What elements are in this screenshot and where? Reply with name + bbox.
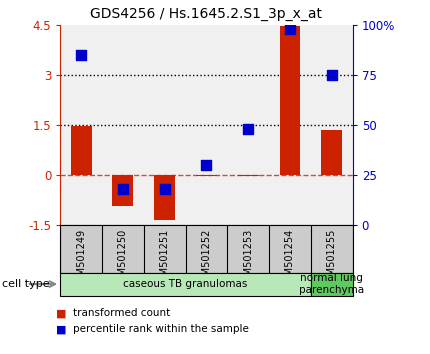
Point xyxy=(328,72,335,78)
Point xyxy=(245,126,252,132)
Bar xyxy=(154,175,175,220)
Bar xyxy=(112,175,133,206)
Point xyxy=(78,52,85,58)
Text: GSM501251: GSM501251 xyxy=(160,229,169,288)
Text: caseous TB granulomas: caseous TB granulomas xyxy=(123,279,248,289)
Bar xyxy=(321,130,342,175)
Text: GSM501249: GSM501249 xyxy=(76,229,86,288)
Text: normal lung
parenchyma: normal lung parenchyma xyxy=(299,273,364,295)
Bar xyxy=(280,27,301,175)
Bar xyxy=(238,175,258,176)
Point xyxy=(161,186,168,192)
Text: GSM501253: GSM501253 xyxy=(243,229,253,288)
Text: GSM501255: GSM501255 xyxy=(327,229,337,288)
Point xyxy=(203,162,210,168)
Bar xyxy=(60,273,311,296)
Bar xyxy=(196,175,217,176)
Text: ■: ■ xyxy=(56,324,66,334)
Text: ■: ■ xyxy=(56,308,66,318)
Text: GSM501252: GSM501252 xyxy=(201,229,212,288)
Title: GDS4256 / Hs.1645.2.S1_3p_x_at: GDS4256 / Hs.1645.2.S1_3p_x_at xyxy=(90,7,322,21)
Text: cell type: cell type xyxy=(2,279,50,289)
Point xyxy=(120,186,126,192)
Text: GSM501250: GSM501250 xyxy=(118,229,128,288)
Text: GSM501254: GSM501254 xyxy=(285,229,295,288)
Text: percentile rank within the sample: percentile rank within the sample xyxy=(73,324,249,334)
Bar xyxy=(71,126,92,175)
Text: transformed count: transformed count xyxy=(73,308,170,318)
Bar xyxy=(311,273,353,296)
Point xyxy=(286,26,293,32)
